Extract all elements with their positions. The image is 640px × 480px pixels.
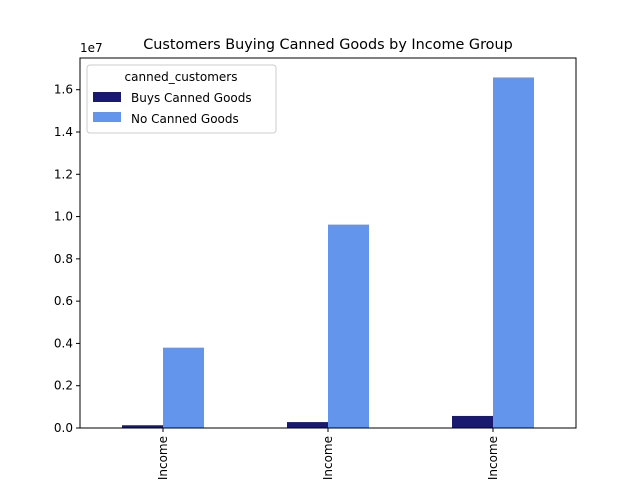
y-tick-label: 1.0 — [54, 210, 73, 224]
x-axis: Income Income Income — [156, 428, 500, 480]
y-tick-label: 0.0 — [54, 421, 73, 435]
y-scale-label: 1e7 — [80, 41, 103, 55]
bar-buys-canned-goods-0 — [122, 425, 163, 428]
legend-swatch-no-canned-goods — [93, 112, 121, 122]
bar-buys-canned-goods-1 — [287, 422, 328, 428]
legend-swatch-buys-canned-goods — [93, 92, 121, 102]
y-tick-label: 0.4 — [54, 336, 73, 350]
x-tick-label: Income — [156, 436, 170, 480]
plot-frame — [79, 57, 577, 429]
legend-label-buys-canned-goods: Buys Canned Goods — [131, 91, 252, 105]
chart-title: Customers Buying Canned Goods by Income … — [143, 37, 513, 53]
legend: canned_customers Buys Canned Goods No Ca… — [86, 64, 277, 134]
bar-no-canned-goods-0 — [163, 347, 204, 428]
y-tick-label: 1.4 — [54, 125, 73, 139]
y-tick-label: 1.6 — [54, 83, 73, 97]
legend-box — [86, 64, 277, 134]
x-tick-label: Income — [486, 436, 500, 480]
y-tick-label: 0.6 — [54, 294, 73, 308]
bars — [122, 77, 534, 429]
y-tick-label: 0.8 — [54, 252, 73, 266]
bar-no-canned-goods-2 — [493, 77, 534, 429]
legend-label-no-canned-goods: No Canned Goods — [131, 112, 239, 126]
y-tick-label: 0.2 — [54, 379, 73, 393]
bar-no-canned-goods-1 — [328, 224, 369, 428]
y-axis: 0.0 0.2 0.4 0.6 0.8 1.0 1.2 1.4 1.6 — [54, 83, 80, 435]
x-tick-label: Income — [321, 436, 335, 480]
y-tick-label: 1.2 — [54, 167, 73, 181]
legend-title: canned_customers — [125, 70, 238, 84]
bar-buys-canned-goods-2 — [452, 415, 493, 428]
